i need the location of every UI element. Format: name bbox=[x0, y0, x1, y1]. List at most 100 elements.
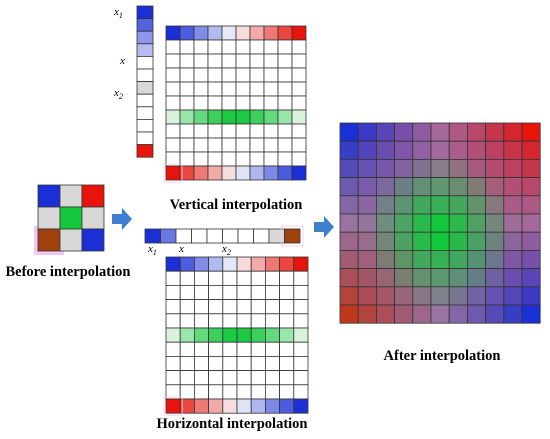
grid-cell bbox=[521, 158, 541, 178]
grid-cell bbox=[249, 81, 265, 97]
grid-cell bbox=[207, 123, 223, 139]
grid-cell bbox=[235, 151, 251, 167]
grid-cell bbox=[412, 304, 432, 324]
grid-cell bbox=[263, 53, 279, 69]
grid-cell bbox=[466, 249, 486, 269]
grid-cell bbox=[250, 256, 266, 272]
grid-cell bbox=[236, 355, 252, 371]
grid-cell bbox=[430, 304, 450, 324]
vertical-interpolation-grid bbox=[163, 25, 307, 183]
grid-cell bbox=[208, 398, 224, 414]
grid-cell bbox=[485, 268, 505, 288]
before-interpolation-caption: Before interpolation bbox=[6, 264, 131, 280]
grid-cell bbox=[222, 341, 238, 357]
grid-cell bbox=[394, 268, 414, 288]
horizontal-interpolation-grid bbox=[163, 256, 309, 416]
grid-cell bbox=[264, 355, 280, 371]
grid-cell bbox=[264, 341, 280, 357]
grid-cell bbox=[277, 109, 293, 125]
grid-cell bbox=[207, 25, 223, 41]
x2-label-horizontal: x2 bbox=[221, 243, 231, 257]
grid-cell bbox=[521, 195, 541, 215]
grid-cell bbox=[430, 177, 450, 197]
grid-cell bbox=[250, 284, 266, 300]
grid-cell bbox=[263, 123, 279, 139]
column-pixel bbox=[136, 5, 154, 20]
grid-cell bbox=[165, 67, 181, 83]
grid-cell bbox=[221, 123, 237, 139]
grid-cell bbox=[394, 304, 414, 324]
grid-cell bbox=[291, 123, 307, 139]
grid-cell bbox=[412, 231, 432, 251]
grid-cell bbox=[264, 313, 280, 329]
grid-cell bbox=[485, 177, 505, 197]
grid-cell bbox=[485, 122, 505, 142]
grid-cell bbox=[293, 256, 309, 272]
grid-cell bbox=[208, 299, 224, 315]
grid-cell bbox=[193, 284, 209, 300]
grid-cell bbox=[412, 122, 432, 142]
grid-cell bbox=[430, 231, 450, 251]
grid-cell bbox=[412, 140, 432, 160]
grid-cell bbox=[357, 304, 377, 324]
grid-cell bbox=[466, 213, 486, 233]
grid-cell bbox=[291, 81, 307, 97]
grid-cell bbox=[179, 327, 195, 343]
grid-cell bbox=[277, 25, 293, 41]
grid-cell bbox=[250, 398, 266, 414]
grid-cell bbox=[503, 122, 523, 142]
grid-cell bbox=[412, 158, 432, 178]
horizontal-interpolation-caption: Horizontal interpolation bbox=[156, 416, 307, 432]
grid-cell bbox=[357, 140, 377, 160]
column-pixel bbox=[136, 81, 154, 95]
grid-cell bbox=[503, 286, 523, 306]
grid-cell bbox=[448, 286, 468, 306]
grid-cell bbox=[375, 231, 395, 251]
grid-cell bbox=[207, 39, 223, 55]
grid-cell bbox=[448, 122, 468, 142]
after-interpolation-grid bbox=[339, 122, 541, 324]
grid-cell bbox=[165, 355, 181, 371]
grid-cell bbox=[222, 270, 238, 286]
grid-cell bbox=[357, 249, 377, 269]
grid-cell bbox=[503, 249, 523, 269]
grid-cell bbox=[263, 137, 279, 153]
grid-cell bbox=[165, 327, 181, 343]
grid-cell bbox=[221, 95, 237, 111]
x1-label-horizontal: x1 bbox=[147, 243, 157, 257]
grid-cell bbox=[264, 284, 280, 300]
grid-cell bbox=[221, 81, 237, 97]
grid-cell bbox=[485, 158, 505, 178]
grid-cell bbox=[165, 313, 181, 329]
grid-cell bbox=[165, 165, 181, 181]
grid-cell bbox=[339, 177, 359, 197]
grid-cell bbox=[193, 370, 209, 386]
grid-cell bbox=[263, 81, 279, 97]
grid-cell bbox=[503, 268, 523, 288]
grid-cell bbox=[448, 268, 468, 288]
row-pixel bbox=[268, 228, 285, 244]
grid-cell bbox=[222, 284, 238, 300]
source-pixel bbox=[81, 184, 105, 208]
grid-cell bbox=[277, 81, 293, 97]
grid-cell bbox=[394, 140, 414, 160]
grid-cell bbox=[412, 195, 432, 215]
row-pixel bbox=[191, 228, 208, 244]
grid-cell bbox=[193, 384, 209, 400]
x1-label-vertical: x1 bbox=[113, 6, 123, 20]
grid-cell bbox=[357, 268, 377, 288]
grid-cell bbox=[503, 304, 523, 324]
grid-cell bbox=[293, 341, 309, 357]
x2-label-vertical: x2 bbox=[113, 87, 123, 101]
grid-cell bbox=[193, 25, 209, 41]
grid-cell bbox=[264, 327, 280, 343]
row-pixel bbox=[144, 228, 161, 244]
grid-cell bbox=[264, 398, 280, 414]
grid-cell bbox=[291, 165, 307, 181]
grid-cell bbox=[264, 384, 280, 400]
column-pixel bbox=[136, 144, 154, 158]
grid-cell bbox=[375, 195, 395, 215]
row-pixel bbox=[237, 228, 254, 244]
grid-cell bbox=[339, 231, 359, 251]
grid-cell bbox=[193, 109, 209, 125]
